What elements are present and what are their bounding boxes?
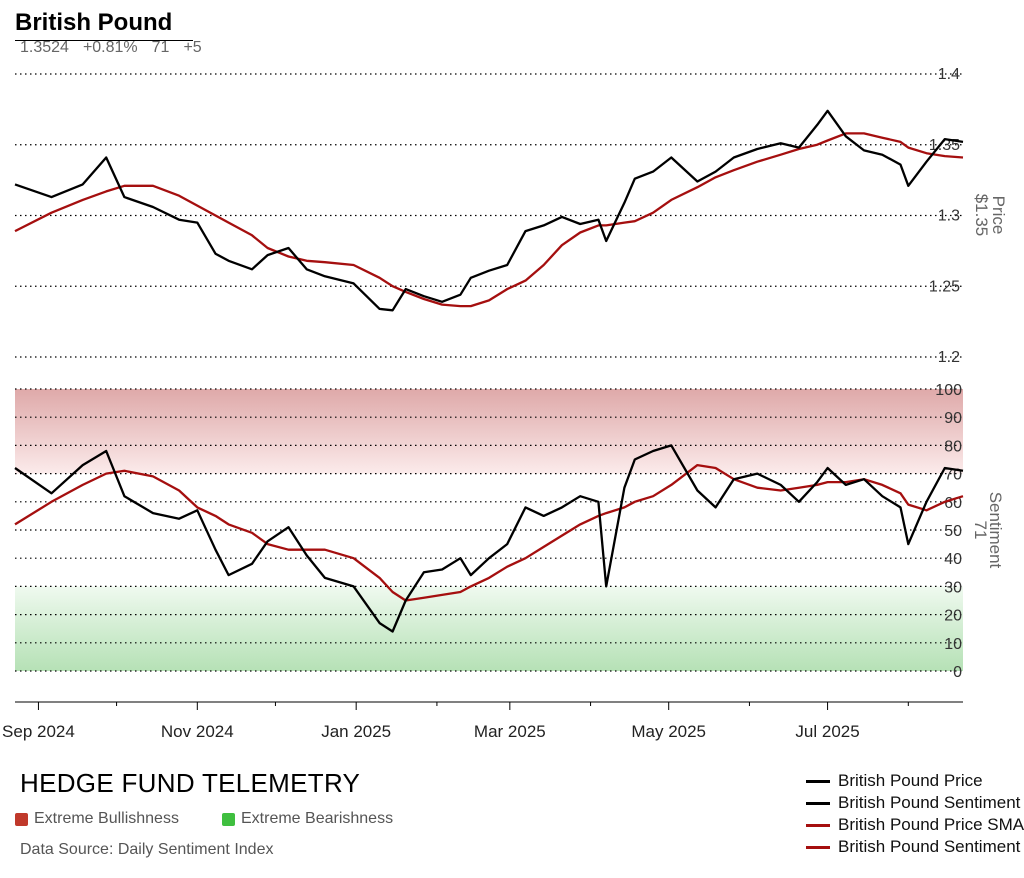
legend-swatch	[806, 845, 830, 849]
legend-label: British Pound Sentiment SMA	[838, 837, 1024, 856]
legend-label: British Pound Price	[838, 771, 983, 790]
sentiment-tick-label: 50	[944, 523, 962, 540]
extreme-bullish-band	[15, 389, 963, 474]
bearish-key: Extreme Bearishness	[222, 810, 393, 828]
bullish-key-label: Extreme Bullishness	[34, 810, 179, 827]
price-axis-title: Price	[989, 196, 1008, 235]
price-sma-line	[14, 132, 964, 308]
title-underline	[15, 40, 193, 41]
sentiment-tick-label: 90	[944, 410, 962, 427]
legend-swatch	[806, 823, 830, 827]
sentiment-tick-label: 100	[935, 382, 962, 399]
sentiment-tick-label: 30	[944, 579, 962, 596]
sentiment-tick-label: 10	[944, 636, 962, 653]
chart-title: British Pound	[15, 9, 173, 36]
legend-swatch	[806, 779, 830, 783]
legend-item[interactable]: British Pound Price SMA	[806, 814, 1024, 836]
x-tick-label: Nov 2024	[161, 722, 234, 741]
sentiment-change: +5	[183, 39, 202, 56]
legend-label: British Pound Price SMA	[838, 815, 1024, 834]
x-tick-label: Jan 2025	[321, 722, 391, 741]
price-tick-label: 1.4	[938, 66, 960, 83]
current-sentiment: 71	[151, 39, 170, 56]
legend-label: British Pound Sentiment	[838, 793, 1021, 812]
sentiment-tick-label: 20	[944, 608, 962, 625]
data-source: Data Source: Daily Sentiment Index	[20, 841, 274, 858]
sentiment-line	[14, 444, 964, 633]
price-line	[14, 109, 964, 312]
legend-swatch	[806, 801, 830, 805]
x-tick-label: Mar 2025	[474, 722, 546, 741]
current-price: 1.3524	[20, 39, 69, 56]
sentiment-sma-line	[14, 463, 964, 602]
price-tick-label: 1.2	[938, 349, 960, 366]
sentiment-tick-label: 40	[944, 551, 962, 568]
chart-canvas: 1.21.251.31.351.40102030405060708090100 …	[2, 66, 1008, 741]
price-axis-current-value: $1.35	[972, 194, 991, 237]
bearish-key-label: Extreme Bearishness	[241, 810, 394, 827]
bullish-key: Extreme Bullishness	[15, 810, 179, 828]
sentiment-tick-label: 0	[953, 664, 962, 681]
brand-name: HEDGE FUND TELEMETRY	[20, 768, 361, 798]
price-change: +0.81%	[82, 39, 138, 56]
extreme-bearish-band	[15, 586, 963, 671]
bullish-swatch	[15, 812, 28, 826]
header-stats: 1.3524 +0.81% 71 +5	[20, 38, 216, 58]
price-tick-label: 1.25	[929, 278, 960, 295]
price-tick-label: 1.3	[938, 208, 960, 225]
x-tick-label: Sep 2024	[2, 722, 75, 741]
x-tick-label: Jul 2025	[795, 722, 859, 741]
legend-item[interactable]: British Pound Sentiment SMA	[806, 836, 1024, 858]
x-tick-label: May 2025	[631, 722, 706, 741]
sentiment-axis-title: Sentiment	[986, 492, 1005, 569]
legend-item[interactable]: British Pound Sentiment	[806, 792, 1024, 814]
chart-legend: British Pound Price British Pound Sentim…	[806, 770, 1024, 858]
bearish-swatch	[222, 812, 235, 826]
legend-item[interactable]: British Pound Price	[806, 770, 1024, 792]
sentiment-axis-current-value: 71	[971, 521, 990, 540]
sentiment-tick-label: 80	[944, 438, 962, 455]
